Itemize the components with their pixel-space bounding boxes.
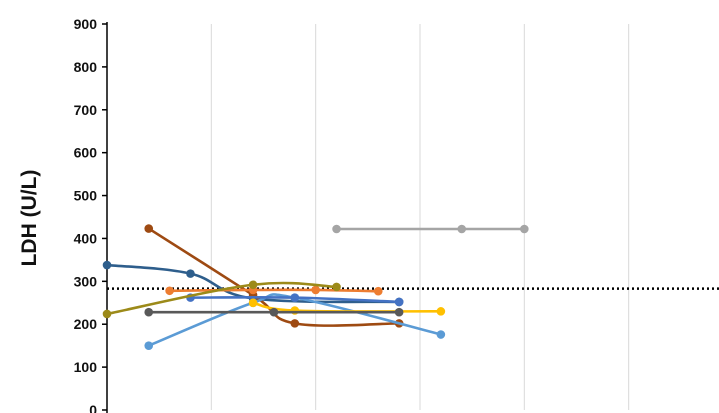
series-line: [251, 301, 443, 313]
data-point: [248, 298, 258, 308]
series-line: [147, 293, 443, 347]
y-tick-label: 800: [74, 59, 98, 75]
data-point: [269, 307, 279, 317]
data-point: [373, 286, 383, 296]
data-point: [436, 330, 446, 339]
data-point: [186, 269, 195, 278]
y-tick-label: 0: [89, 402, 97, 413]
data-point: [394, 297, 404, 307]
data-point: [332, 224, 341, 234]
series-group: [102, 224, 529, 350]
data-point: [436, 307, 446, 316]
data-point: [248, 280, 258, 290]
series-8: [144, 307, 404, 317]
data-point: [394, 307, 404, 317]
series-line: [105, 281, 338, 316]
y-tick-label: 900: [74, 16, 98, 32]
series-3: [165, 285, 383, 296]
series-5: [186, 293, 404, 307]
y-tick-label: 400: [74, 230, 98, 246]
data-point: [520, 224, 529, 234]
data-point: [311, 285, 320, 295]
y-tick-label: 300: [74, 273, 98, 289]
series-9: [332, 224, 529, 234]
y-axis-ticks: 0 100 200 300 400 500 600 700 800 900: [74, 16, 107, 413]
data-point: [332, 282, 341, 292]
data-point: [165, 286, 174, 296]
y-tick-label: 700: [74, 102, 98, 118]
series-7: [102, 280, 341, 319]
y-tick-label: 600: [74, 145, 98, 161]
y-tick-label: 100: [74, 359, 98, 375]
data-point: [457, 224, 467, 234]
data-point: [290, 319, 300, 328]
y-tick-label: 200: [74, 316, 98, 332]
data-point: [290, 293, 300, 302]
gridlines: [210, 24, 630, 410]
data-point: [102, 260, 112, 270]
data-point: [102, 309, 112, 319]
data-point: [144, 224, 154, 233]
data-point: [144, 341, 154, 350]
y-tick-label: 500: [74, 188, 98, 204]
y-axis-label: LDH (U/L): [18, 170, 41, 267]
data-point: [144, 307, 154, 317]
series-line: [168, 288, 380, 293]
